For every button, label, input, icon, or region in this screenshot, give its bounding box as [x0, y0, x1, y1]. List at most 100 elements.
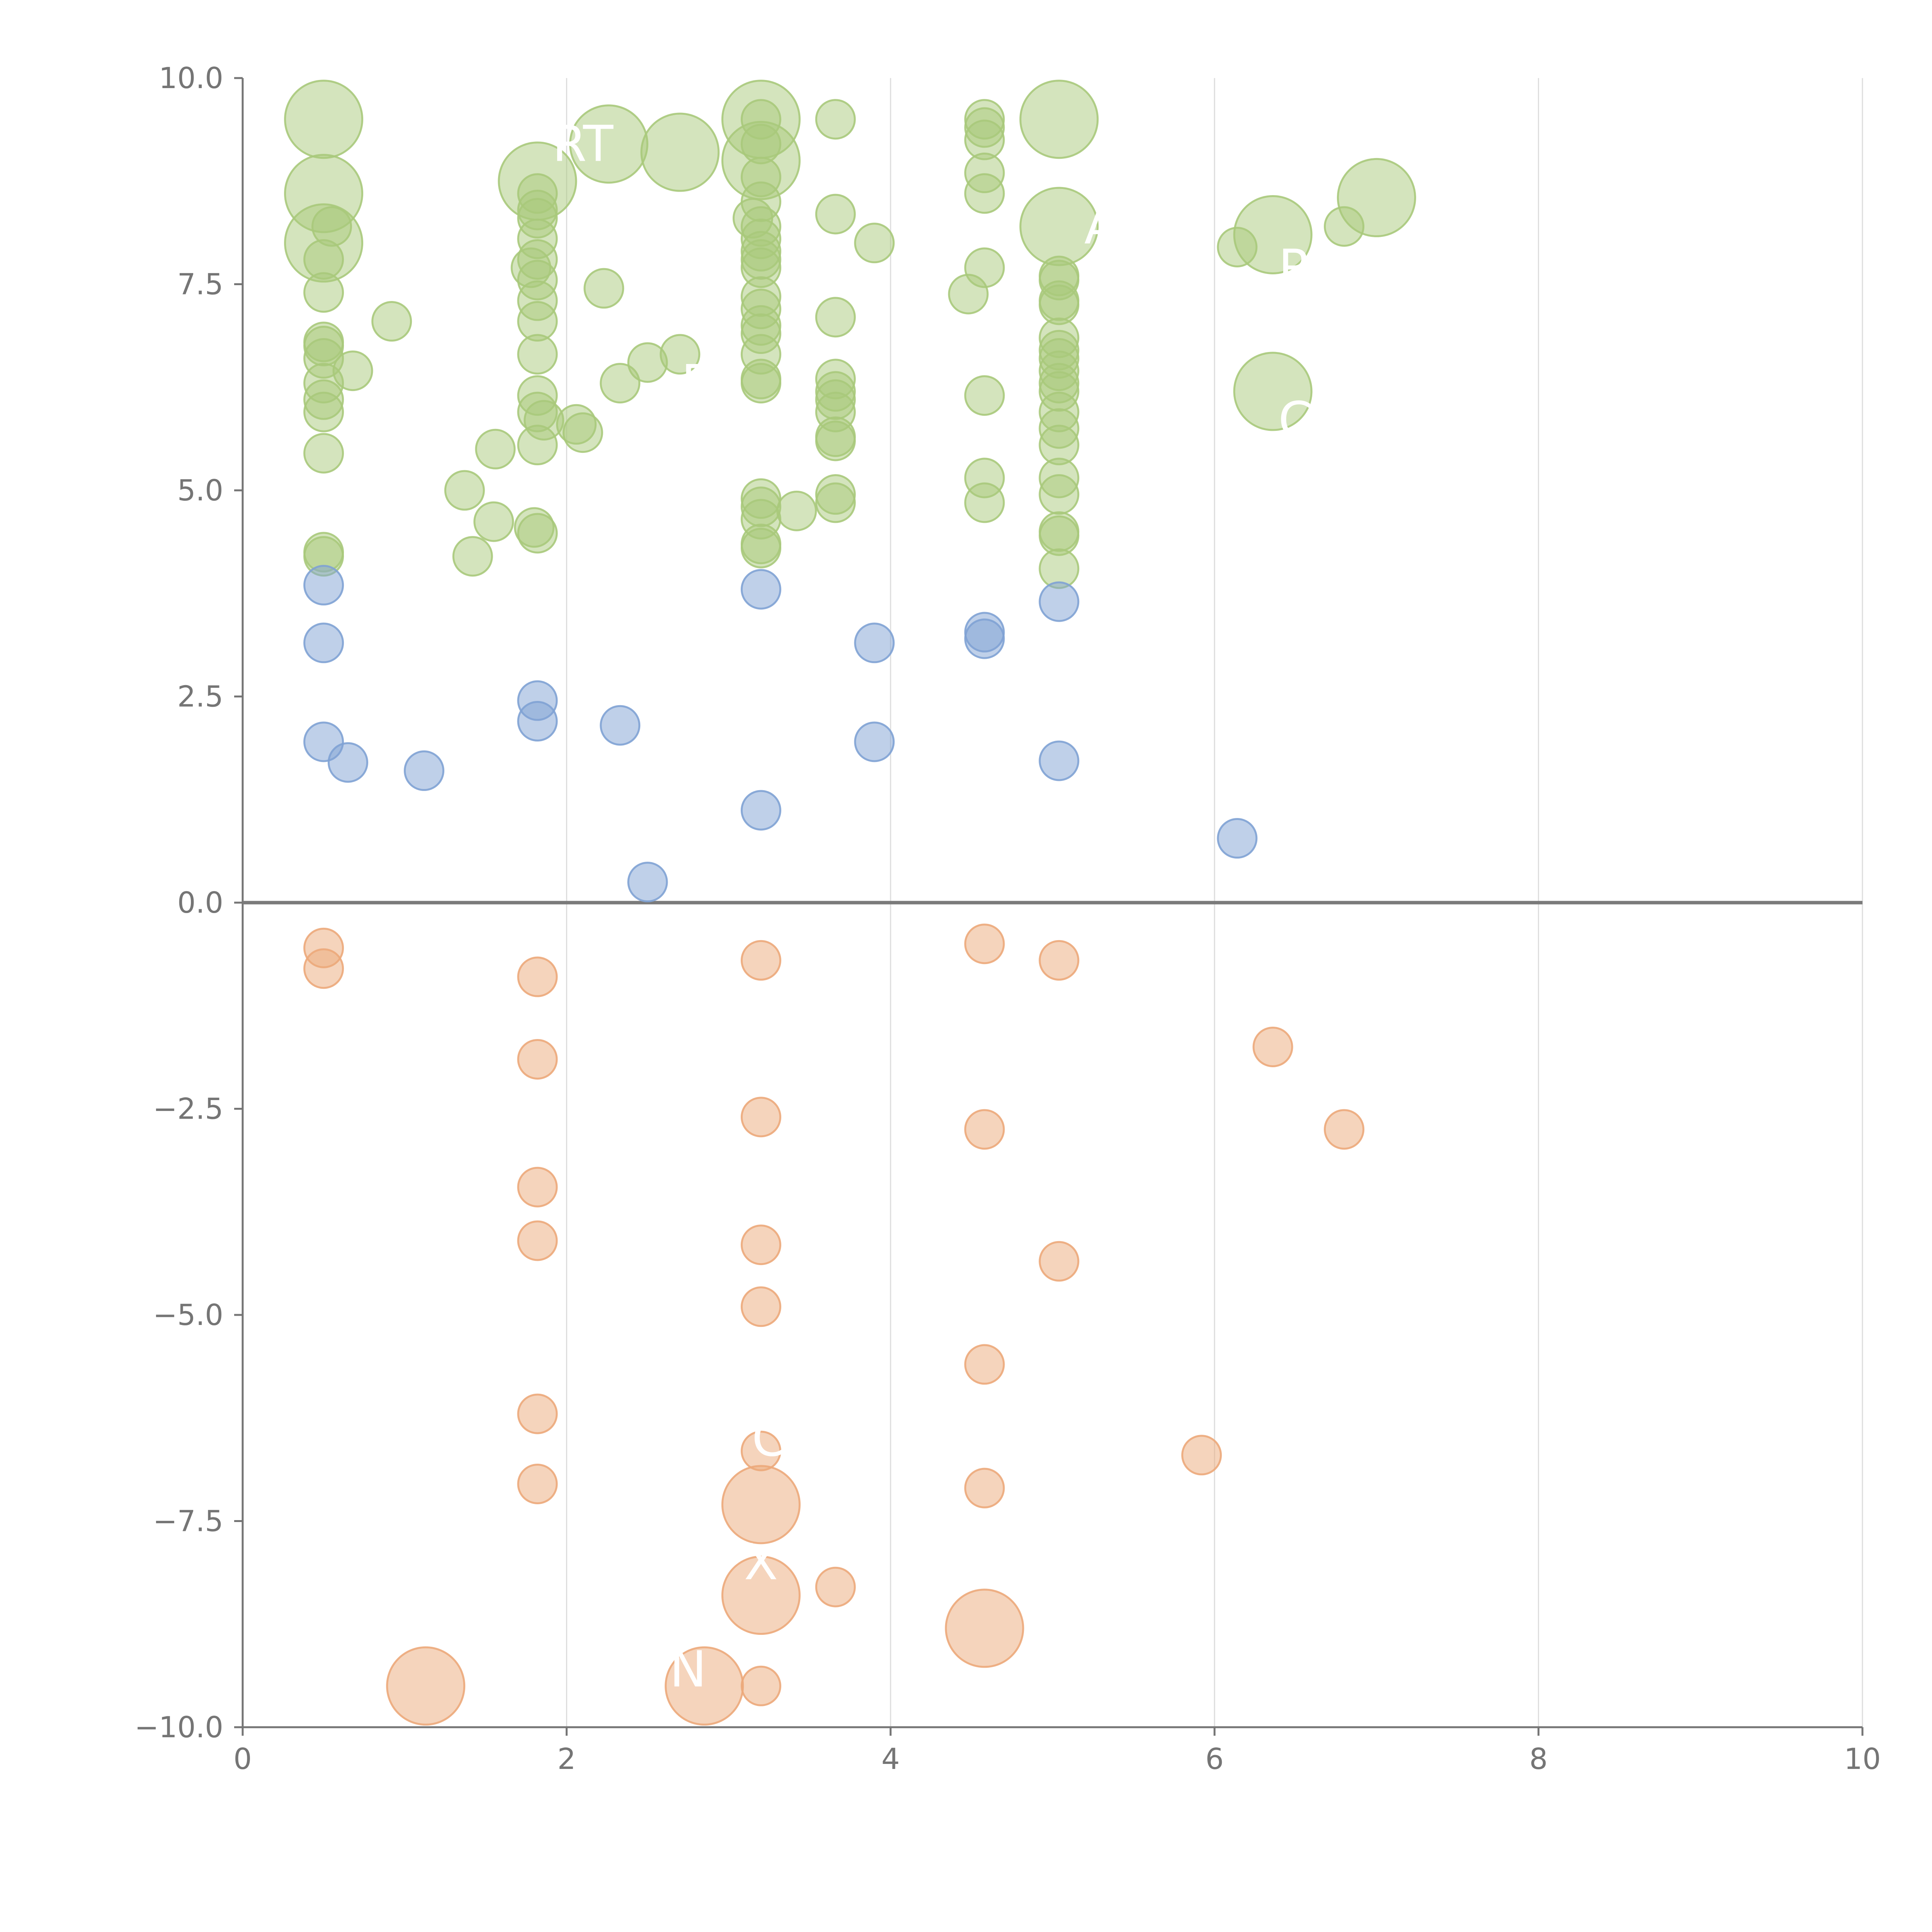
y-tick-label: −5.0	[153, 1298, 223, 1332]
x-tick-label: 6	[1205, 1742, 1224, 1776]
data-point	[964, 173, 1005, 214]
data-point	[854, 223, 895, 264]
point-label: C	[1278, 392, 1313, 449]
data-point	[964, 618, 1005, 659]
point-label: M	[359, 235, 401, 293]
data-point	[964, 1468, 1005, 1509]
data-point	[854, 622, 895, 663]
data-point	[303, 622, 344, 663]
data-point	[1181, 1435, 1222, 1476]
point-label: R	[1278, 239, 1313, 297]
data-point	[452, 536, 493, 577]
data-point	[964, 1344, 1005, 1385]
data-point	[815, 194, 856, 235]
data-point	[815, 420, 856, 461]
data-point	[386, 1646, 466, 1726]
data-point	[740, 363, 781, 404]
y-tick-label: −10.0	[134, 1710, 223, 1744]
y-tick-label: 0.0	[177, 886, 223, 920]
axes	[234, 77, 1864, 1736]
data-point	[517, 1220, 558, 1261]
data-point	[740, 1225, 781, 1265]
data-point	[964, 923, 1005, 964]
data-point	[815, 99, 856, 140]
point-label: RT	[552, 116, 614, 173]
data-point	[948, 274, 989, 315]
data-point	[517, 1039, 558, 1080]
data-point	[1233, 352, 1313, 431]
data-point	[945, 1588, 1024, 1668]
data-point	[303, 565, 344, 605]
data-point	[627, 862, 668, 903]
data-point	[517, 1463, 558, 1504]
data-point	[1233, 195, 1313, 274]
data-point	[740, 1097, 781, 1138]
data-point	[303, 272, 344, 313]
y-tick-label: 10.0	[159, 61, 223, 95]
data-point	[517, 1393, 558, 1434]
data-point	[1039, 581, 1080, 622]
data-point	[517, 513, 558, 554]
data-point	[303, 391, 344, 432]
tick-labels: 0 2 4 6 8 10 −10.0 −7.5 −5.0 −2.5 0.0 2.5 5.0 7.5 10.0	[134, 61, 1881, 1776]
data-point	[964, 482, 1005, 523]
data-point	[964, 1109, 1005, 1150]
data-point	[721, 1465, 801, 1544]
data-point	[600, 363, 641, 404]
data-point	[1019, 80, 1099, 159]
point-label: M	[359, 91, 401, 148]
data-point	[475, 429, 516, 469]
data-point	[303, 948, 344, 989]
data-point	[600, 705, 641, 746]
x-tick-label: 2	[558, 1742, 576, 1776]
data-point	[640, 112, 720, 192]
x-tick-label: 4	[881, 1742, 900, 1776]
x-tick-label: 0	[233, 1742, 252, 1776]
point-labels: M RT A M R P C XN C	[359, 91, 1313, 1699]
data-point	[964, 375, 1005, 416]
data-point	[854, 721, 895, 762]
data-point	[776, 490, 817, 531]
point-label: C	[752, 1410, 786, 1468]
data-point	[1324, 1109, 1365, 1150]
data-point	[1039, 940, 1080, 981]
data-point	[815, 297, 856, 338]
data-point	[740, 1286, 781, 1327]
point-label: X	[744, 1534, 778, 1591]
data-point	[404, 750, 445, 791]
x-tick-label: 10	[1844, 1742, 1881, 1776]
data-point	[1039, 1241, 1080, 1282]
x-tick-label: 8	[1529, 1742, 1548, 1776]
data-point	[1252, 1026, 1293, 1067]
y-tick-label: −7.5	[153, 1504, 223, 1538]
data-point	[740, 940, 781, 981]
data-point	[517, 956, 558, 997]
data-point	[740, 527, 781, 568]
data-point	[284, 80, 364, 159]
y-tick-label: 5.0	[177, 473, 223, 507]
data-point	[660, 334, 701, 375]
data-point	[371, 301, 412, 342]
y-tick-label: 2.5	[177, 680, 223, 714]
data-point	[1039, 474, 1080, 515]
data-point	[473, 501, 514, 542]
data-point	[327, 742, 368, 783]
point-label: N	[670, 1641, 707, 1699]
data-point	[740, 790, 781, 831]
data-point	[1337, 158, 1416, 237]
data-point	[740, 569, 781, 610]
data-point	[444, 470, 485, 511]
data-point	[665, 1646, 744, 1726]
data-point	[303, 433, 344, 474]
data-point	[517, 1167, 558, 1208]
data-point	[583, 268, 624, 309]
data-point	[740, 1665, 781, 1706]
point-label: A	[1084, 198, 1118, 255]
data-point	[517, 334, 558, 375]
y-tick-label: −2.5	[153, 1092, 223, 1126]
data-point	[332, 350, 373, 391]
data-point	[517, 701, 558, 742]
data-point	[562, 412, 603, 453]
data-point	[815, 482, 856, 523]
